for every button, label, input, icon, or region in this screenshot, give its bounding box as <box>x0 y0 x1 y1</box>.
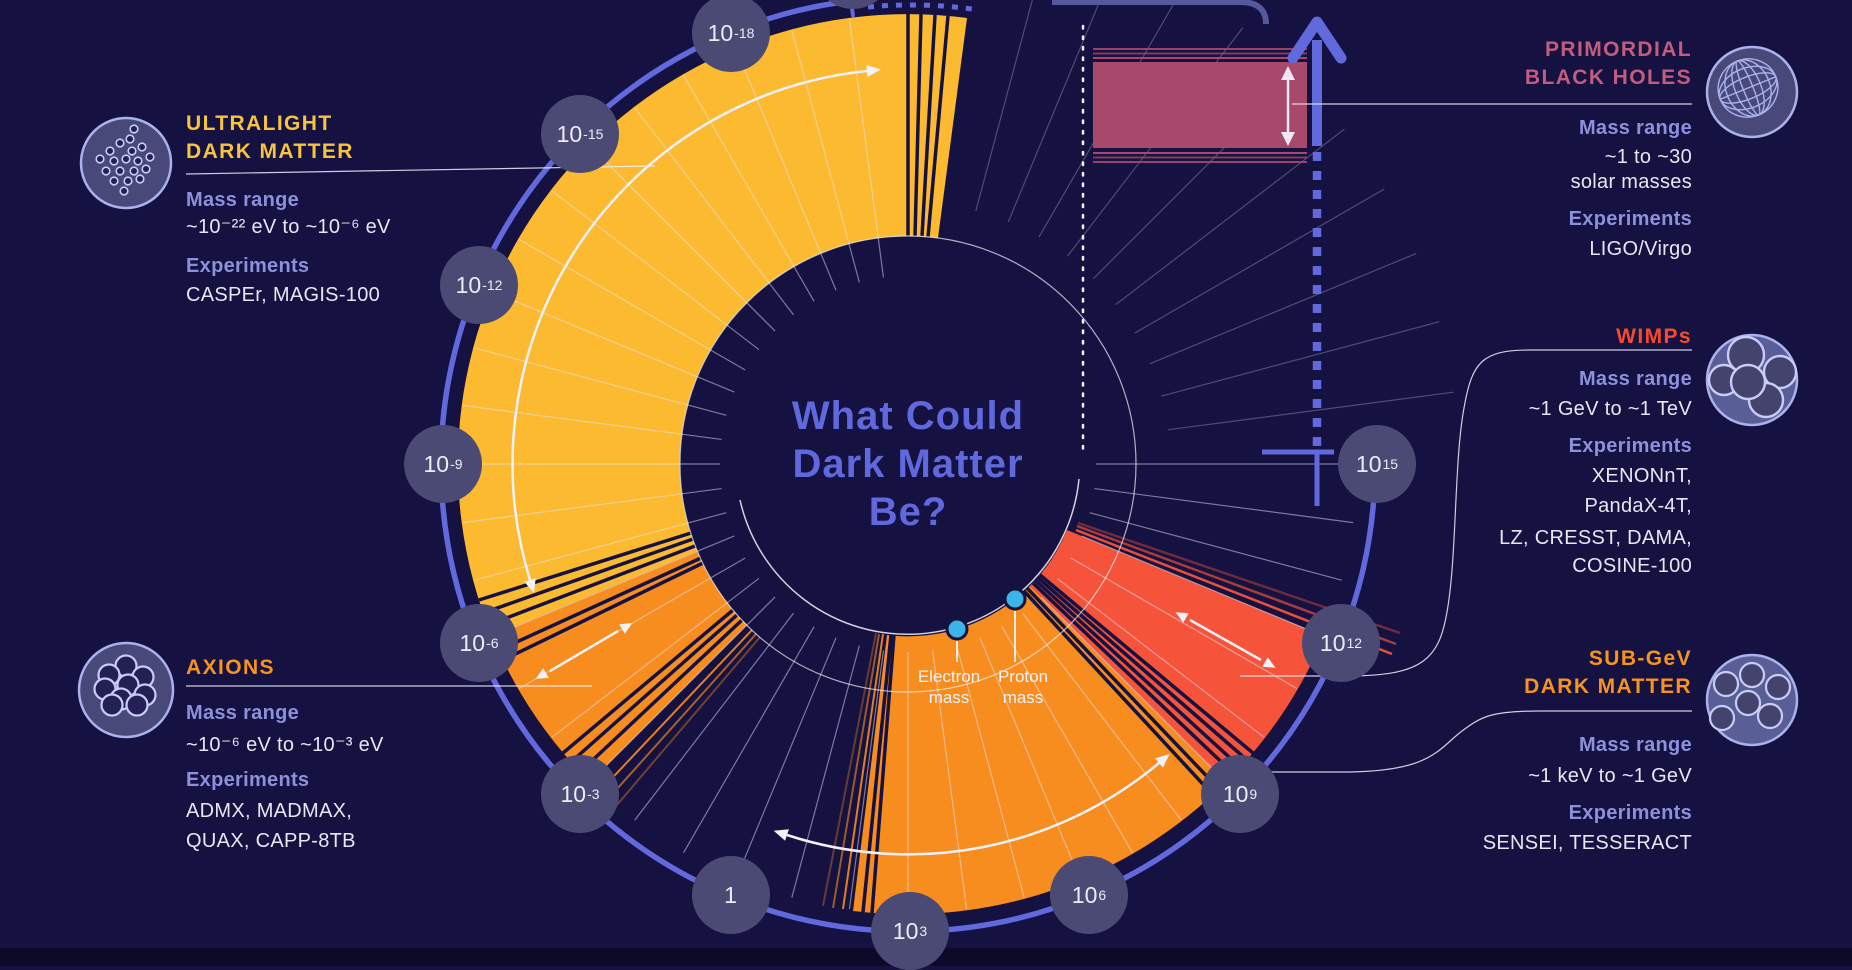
title-line: What Could <box>791 394 1025 438</box>
scale-ring-dashed-end <box>867 2 973 12</box>
wimps-range-arrow <box>1175 612 1276 668</box>
subgev-leader-line <box>1238 710 1692 773</box>
mass-range-label: Mass range <box>1578 117 1692 139</box>
experiments-value: COSINE-100 <box>1572 555 1692 577</box>
electron-mass-label: Electron mass <box>917 667 981 707</box>
mass-range-value: ~10⁻²² eV to ~10⁻⁶ eV <box>186 216 391 238</box>
experiments-label: Experiments <box>1568 208 1692 230</box>
scale-badge-clipped <box>828 0 878 9</box>
mass-range-value: ~1 to ~30 <box>1604 146 1692 168</box>
experiments-value: LZ, CRESST, DAMA, <box>1499 527 1692 549</box>
clipped-frame-edge <box>1052 0 1269 25</box>
scale-badge: 10 -15 <box>541 95 619 173</box>
wedge-ultralight <box>457 14 967 636</box>
mass-range-label: Mass range <box>186 189 300 211</box>
axions-icon <box>77 641 175 739</box>
scale-badge: 10 9 <box>1201 755 1279 833</box>
experiments-value: LIGO/Virgo <box>1589 238 1692 260</box>
wedge-subgev <box>853 586 1226 915</box>
experiments-label: Experiments <box>1568 802 1692 824</box>
wedge-hatching <box>478 13 1401 914</box>
pbh-range-arrow <box>1281 66 1295 146</box>
wedge-wimps <box>1030 530 1324 782</box>
pbh-range-box <box>1093 48 1307 163</box>
mass-range-label: Mass range <box>1578 368 1692 390</box>
wimps-leader-line <box>1240 349 1692 677</box>
experiments-value: QUAX, CAPP-8TB <box>186 830 356 852</box>
mass-range-value: ~10⁻⁶ eV to ~10⁻³ eV <box>186 734 384 756</box>
subgev-heading: SUB-GeV DARK MATTER <box>1524 647 1692 698</box>
experiments-value: PandaX-4T, <box>1584 495 1692 517</box>
title-line: Dark Matter <box>792 442 1024 486</box>
ultralight-icon <box>79 116 173 210</box>
proton-mass-label: Proton mass <box>997 667 1049 707</box>
ultralight-heading: ULTRALIGHT DARK MATTER <box>186 112 354 163</box>
panel-connectors <box>185 103 1692 773</box>
mass-range-label: Mass range <box>1578 734 1692 756</box>
mass-range-value: solar masses <box>1570 171 1692 193</box>
scale-badge: 10 -3 <box>541 755 619 833</box>
scale-badge: 10 3 <box>871 892 949 970</box>
experiments-value: ADMX, MADMAX, <box>186 800 353 822</box>
wimps-icon <box>1705 333 1799 427</box>
scale-badge: 10 12 <box>1302 604 1380 682</box>
mass-scale-continuation-arrow <box>1262 16 1347 506</box>
wedge-axions <box>492 551 747 782</box>
subgev-icon <box>1705 653 1799 747</box>
electron-mass-dot <box>945 617 969 641</box>
primordial-black-holes-icon <box>1705 45 1799 139</box>
page-title: What Could Dark Matter Be? <box>792 392 1024 536</box>
scale-badge: 10 -6 <box>440 604 518 682</box>
mass-range-label: Mass range <box>186 702 300 724</box>
experiments-value: XENONnT, <box>1591 465 1692 487</box>
title-line: Be? <box>868 490 948 534</box>
mass-range-value: ~1 GeV to ~1 TeV <box>1528 398 1692 420</box>
particle-mass-markers <box>945 587 1027 662</box>
experiments-value: CASPEr, MAGIS-100 <box>186 284 381 306</box>
wimps-heading: WIMPs <box>1616 325 1692 348</box>
scale-badge: 10 -12 <box>440 246 518 324</box>
scale-badge: 10 6 <box>1050 856 1128 934</box>
experiments-label: Experiments <box>1568 435 1692 457</box>
scale-badge: 10 -9 <box>404 425 482 503</box>
experiments-value: SENSEI, TESSERACT <box>1482 832 1692 854</box>
ultralight-range-arrow <box>511 65 881 593</box>
subgev-range-arrow <box>773 754 1170 856</box>
mass-range-value: ~1 keV to ~1 GeV <box>1528 765 1692 787</box>
experiments-label: Experiments <box>186 255 310 277</box>
scale-badge: 10 -18 <box>692 0 770 72</box>
proton-mass-dot <box>1003 587 1027 611</box>
experiments-label: Experiments <box>186 769 310 791</box>
particle-mass-guide-arc <box>739 478 1080 635</box>
scale-badge: 10 15 <box>1338 425 1416 503</box>
pbh-heading: PRIMORDIAL BLACK HOLES <box>1524 38 1692 89</box>
inner-guide-circle <box>679 235 1137 693</box>
axions-range-arrow <box>535 623 633 679</box>
axions-heading: AXIONS <box>186 656 275 679</box>
scale-badge: 1 <box>692 856 770 934</box>
